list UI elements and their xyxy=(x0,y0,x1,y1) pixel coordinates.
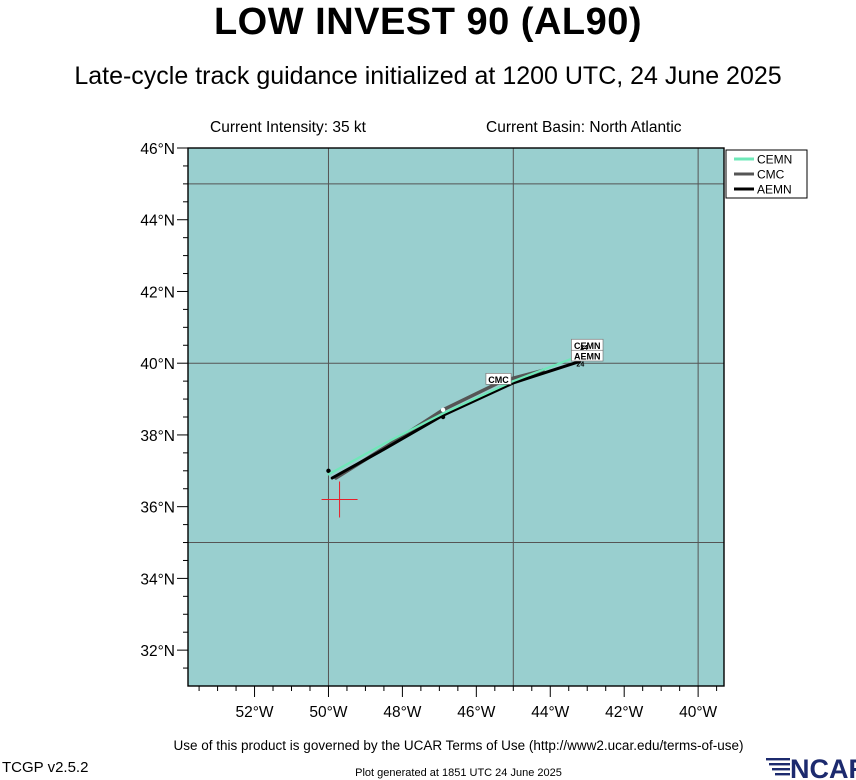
ocean-area xyxy=(188,148,724,686)
ncar-logo-text: NCAR xyxy=(790,754,856,780)
track-cemn xyxy=(327,353,585,476)
generated-timestamp: Plot generated at 1851 UTC 24 June 2025 xyxy=(355,767,562,779)
terms-of-use-text: Use of this product is governed by the U… xyxy=(173,738,744,753)
lat-tick-label: 40°N xyxy=(140,356,175,373)
track-point-aemn xyxy=(440,414,446,420)
track-label-box-cmc xyxy=(485,372,512,385)
current-position-marker-icon xyxy=(321,481,358,518)
lat-tick-label: 32°N xyxy=(140,643,175,660)
lon-tick-label: 46°W xyxy=(457,704,495,721)
legend-label-aemn: AEMN xyxy=(757,183,792,197)
track-label-cemn: CEMN xyxy=(574,341,601,351)
lat-tick-label: 44°N xyxy=(140,213,175,230)
page-subtitle: Late-cycle track guidance initialized at… xyxy=(74,62,782,90)
lon-tick-label: 44°W xyxy=(531,704,569,721)
lon-tick-label: 52°W xyxy=(235,704,273,721)
version-label: TCGP v2.5.2 xyxy=(2,759,89,776)
track-label-aemn: AEMN xyxy=(574,352,601,362)
current-intensity-label: Current Intensity: 35 kt xyxy=(210,119,366,136)
track-label-cmc: CMC xyxy=(488,375,509,385)
lon-tick-label: 48°W xyxy=(383,704,421,721)
lat-tick-label: 38°N xyxy=(140,428,175,445)
track-hour-label-cemn: 24 xyxy=(580,345,588,352)
ncar-logo: NCAR xyxy=(766,754,856,780)
lat-tick-label: 42°N xyxy=(140,284,175,301)
current-basin-label: Current Basin: North Atlantic xyxy=(486,119,682,136)
lon-tick-label: 42°W xyxy=(605,704,643,721)
lat-tick-label: 36°N xyxy=(140,500,175,517)
ncar-swoosh-icon xyxy=(766,758,790,776)
legend-label-cmc: CMC xyxy=(757,168,785,182)
track-point-aemn xyxy=(326,468,331,473)
page-title: LOW INVEST 90 (AL90) xyxy=(213,1,643,43)
legend-label-cemn: CEMN xyxy=(757,153,792,167)
lon-tick-label: 50°W xyxy=(309,704,347,721)
track-label-box-cemn xyxy=(571,338,604,351)
lat-tick-label: 46°N xyxy=(140,141,175,158)
track-point-cmc xyxy=(440,407,446,413)
lat-tick-label: 34°N xyxy=(140,571,175,588)
track-hour-label-aemn: 24 xyxy=(576,361,584,368)
lon-tick-label: 40°W xyxy=(679,704,717,721)
